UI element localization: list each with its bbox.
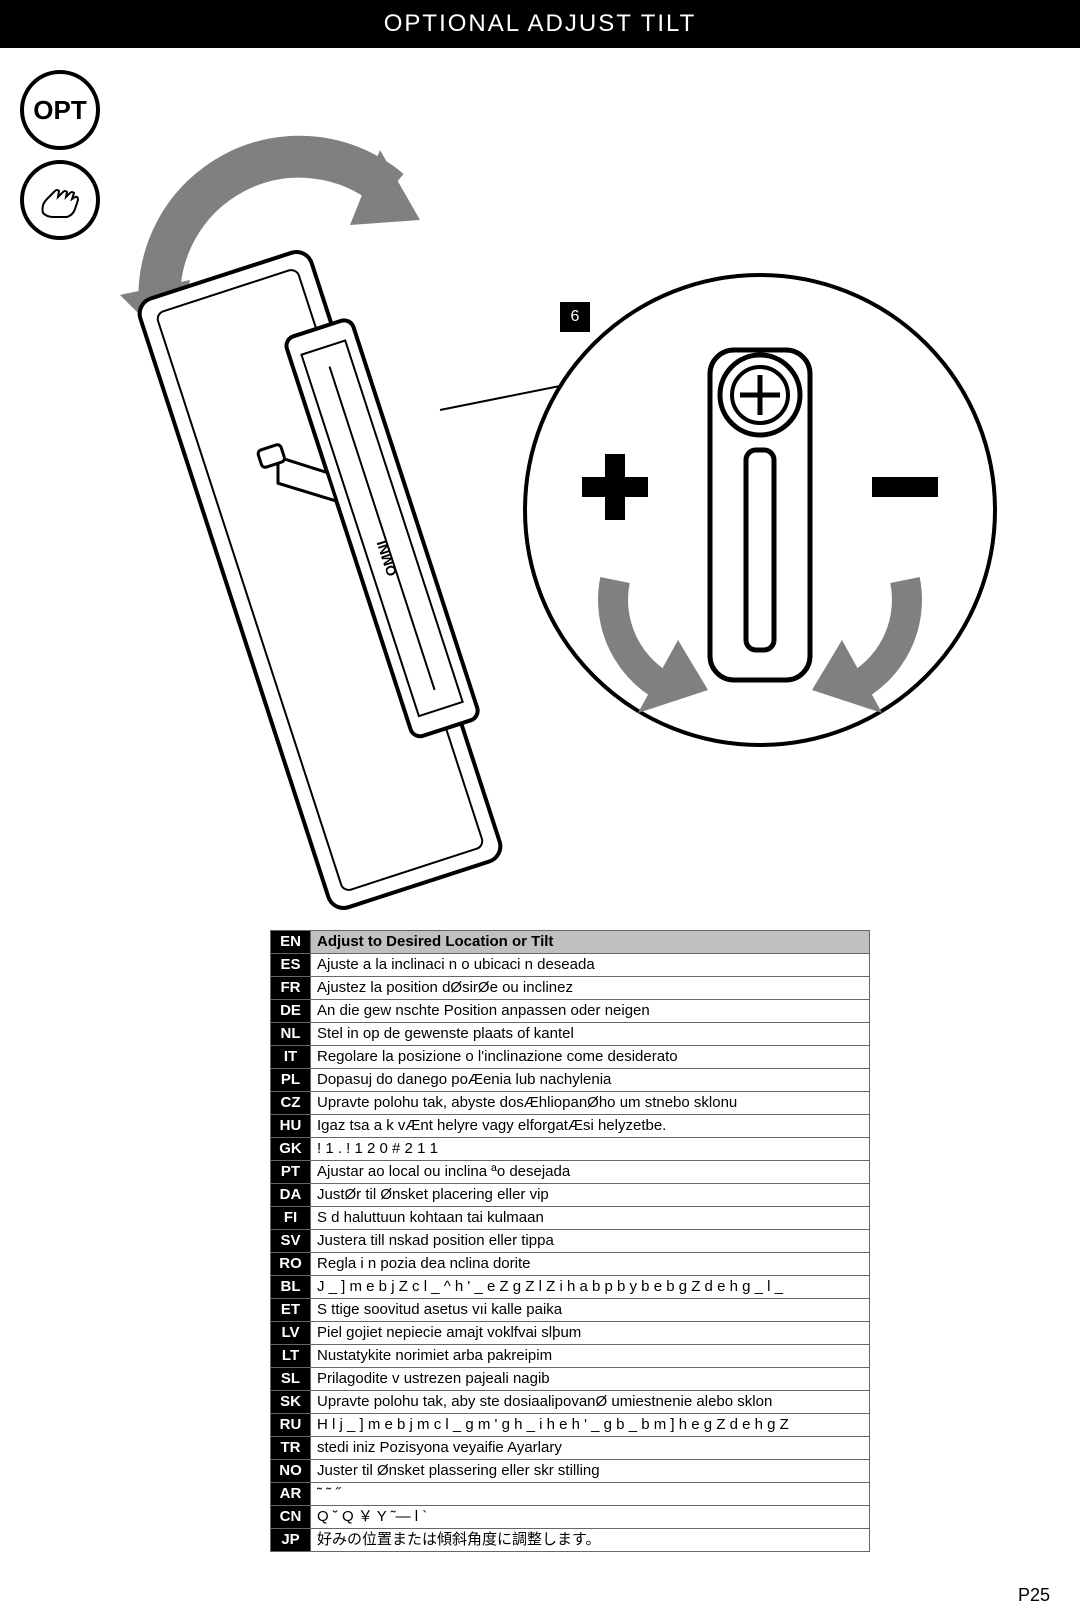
translation-text-cell: S d haluttuun kohtaan tai kulmaan (311, 1207, 870, 1230)
translation-text-cell: Nustatykite norimiet arba pakreipim (311, 1345, 870, 1368)
lang-code-cell: SK (271, 1391, 311, 1414)
lang-code-cell: GK (271, 1138, 311, 1161)
lang-code-cell: PT (271, 1161, 311, 1184)
lang-code-cell: CZ (271, 1092, 311, 1115)
lang-code-cell: PL (271, 1069, 311, 1092)
translation-text-cell: stedi iniz Pozisyona veyaifie Ayarlary (311, 1437, 870, 1460)
table-row: LVPiel gojiet nepiecie amajt voklfvai sl… (271, 1322, 870, 1345)
lang-code-cell: RO (271, 1253, 311, 1276)
table-row: GK ! 1 . ! 1 2 0 # 2 1 1 (271, 1138, 870, 1161)
lang-code-cell: LT (271, 1345, 311, 1368)
lang-code-cell: TR (271, 1437, 311, 1460)
table-row: ESAjuste a la inclinaci n o ubicaci n de… (271, 954, 870, 977)
minus-icon (872, 477, 938, 497)
lang-code-cell: NO (271, 1460, 311, 1483)
translation-text-cell: J _ ] m e b j Z c l _ ^ h ' _ e Z g Z l … (311, 1276, 870, 1299)
table-row: BL J _ ] m e b j Z c l _ ^ h ' _ e Z g Z… (271, 1276, 870, 1299)
translation-text-cell: Regolare la posizione o l'inclinazione c… (311, 1046, 870, 1069)
table-row: SLPrilagodite v ustrezen pajeali nagib (271, 1368, 870, 1391)
translation-text-cell: Piel gojiet nepiecie amajt voklfvai slþu… (311, 1322, 870, 1345)
table-row: RORegla i n pozia dea nclina dorite (271, 1253, 870, 1276)
lang-code-cell: BL (271, 1276, 311, 1299)
table-row: DEAn die gew nschte Position anpassen od… (271, 1000, 870, 1023)
translation-text-cell: Q ˘ Q ￥ Y ˜— l ` (311, 1506, 870, 1529)
lang-code-cell: DA (271, 1184, 311, 1207)
translation-text-cell: Ajustar ao local ou inclina ªo desejada (311, 1161, 870, 1184)
table-row: HUIgaz tsa a k vÆnt helyre vagy elforgat… (271, 1115, 870, 1138)
header-title: OPTIONAL ADJUST TILT (384, 10, 697, 37)
translation-text-cell: Dopasuj do danego poÆenia lub nachylenia (311, 1069, 870, 1092)
table-row: CZUpravte polohu tak, abyste dosÆhliopan… (271, 1092, 870, 1115)
translation-text-cell: Juster til Ønsket plassering eller skr s… (311, 1460, 870, 1483)
translation-text-cell: Igaz tsa a k vÆnt helyre vagy elforgatÆs… (311, 1115, 870, 1138)
translation-text-cell: 好みの位置または傾斜角度に調整します。 (311, 1529, 870, 1552)
lang-code-cell: CN (271, 1506, 311, 1529)
translation-text-cell: Prilagodite v ustrezen pajeali nagib (311, 1368, 870, 1391)
table-row: PTAjustar ao local ou inclina ªo desejad… (271, 1161, 870, 1184)
table-row: SKUpravte polohu tak, aby ste dosiaalipo… (271, 1391, 870, 1414)
table-row: NLStel in op de gewenste plaats of kante… (271, 1023, 870, 1046)
page-number: P25 (1018, 1585, 1050, 1606)
lang-code-cell: NL (271, 1023, 311, 1046)
table-row: ENAdjust to Desired Location or Tilt (271, 931, 870, 954)
table-row: RU H l j _ ] m e b j m c l _ g m ' g h _… (271, 1414, 870, 1437)
lang-code-cell: SL (271, 1368, 311, 1391)
translation-text-cell: S ttige soovitud asetus vıi kalle paika (311, 1299, 870, 1322)
translation-text-cell: Regla i n pozia dea nclina dorite (311, 1253, 870, 1276)
lang-code-cell: SV (271, 1230, 311, 1253)
callout-number-box: 6 (560, 302, 590, 332)
table-row: AR ˜ ˜ ˝ (271, 1483, 870, 1506)
table-row: FIS d haluttuun kohtaan tai kulmaan (271, 1207, 870, 1230)
translation-text-cell: Stel in op de gewenste plaats of kantel (311, 1023, 870, 1046)
table-row: SVJustera till nskad position eller tipp… (271, 1230, 870, 1253)
lang-code-cell: HU (271, 1115, 311, 1138)
translation-text-cell: An die gew nschte Position anpassen oder… (311, 1000, 870, 1023)
translation-text-cell: Upravte polohu tak, abyste dosÆhliopanØh… (311, 1092, 870, 1115)
table-row: LTNustatykite norimiet arba pakreipim (271, 1345, 870, 1368)
translation-text-cell: Adjust to Desired Location or Tilt (311, 931, 870, 954)
lang-code-cell: JP (271, 1529, 311, 1552)
translation-text-cell: ! 1 . ! 1 2 0 # 2 1 1 (311, 1138, 870, 1161)
lang-code-cell: FI (271, 1207, 311, 1230)
table-row: FRAjustez la position dØsirØe ou incline… (271, 977, 870, 1000)
lang-code-cell: ET (271, 1299, 311, 1322)
table-row: CNQ ˘ Q ￥ Y ˜— l ` (271, 1506, 870, 1529)
translation-text-cell: Upravte polohu tak, aby ste dosiaalipova… (311, 1391, 870, 1414)
translation-text-cell: JustØr til Ønsket placering eller vip (311, 1184, 870, 1207)
lang-code-cell: DE (271, 1000, 311, 1023)
translation-text-cell: ˜ ˜ ˝ (311, 1483, 870, 1506)
table-row: NOJuster til Ønsket plassering eller skr… (271, 1460, 870, 1483)
detail-circle (525, 275, 995, 745)
table-row: PLDopasuj do danego poÆenia lub nachylen… (271, 1069, 870, 1092)
table-row: TR stedi iniz Pozisyona veyaifie Ayarlar… (271, 1437, 870, 1460)
table-row: DAJustØr til Ønsket placering eller vip (271, 1184, 870, 1207)
table-row: ITRegolare la posizione o l'inclinazione… (271, 1046, 870, 1069)
callout-number: 6 (571, 308, 580, 326)
tilt-diagram: OMNI (60, 80, 1020, 920)
leader-line (440, 385, 565, 410)
lang-code-cell: IT (271, 1046, 311, 1069)
lang-code-cell: EN (271, 931, 311, 954)
lang-code-cell: RU (271, 1414, 311, 1437)
lang-code-cell: FR (271, 977, 311, 1000)
table-row: ETS ttige soovitud asetus vıi kalle paik… (271, 1299, 870, 1322)
translation-text-cell: Ajuste a la inclinaci n o ubicaci n dese… (311, 954, 870, 977)
translation-text-cell: Ajustez la position dØsirØe ou inclinez (311, 977, 870, 1000)
translation-text-cell: Justera till nskad position eller tippa (311, 1230, 870, 1253)
translation-text-cell: H l j _ ] m e b j m c l _ g m ' g h _ i … (311, 1414, 870, 1437)
table-row: JP好みの位置または傾斜角度に調整します。 (271, 1529, 870, 1552)
lang-code-cell: AR (271, 1483, 311, 1506)
lang-code-cell: LV (271, 1322, 311, 1345)
translation-table: ENAdjust to Desired Location or TiltESAj… (270, 930, 870, 1552)
page-header: OPTIONAL ADJUST TILT (0, 0, 1080, 48)
lang-code-cell: ES (271, 954, 311, 977)
